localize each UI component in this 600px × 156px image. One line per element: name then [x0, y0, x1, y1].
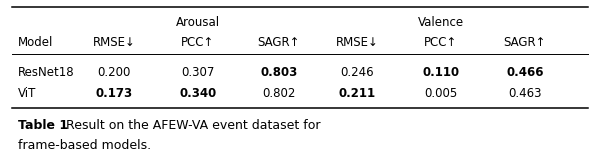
Text: SAGR↑: SAGR↑	[258, 36, 300, 49]
Text: Valence: Valence	[418, 16, 464, 29]
Text: 0.803: 0.803	[260, 66, 298, 79]
Text: PCC↑: PCC↑	[424, 36, 458, 49]
Text: Table 1: Table 1	[18, 119, 68, 132]
Text: Arousal: Arousal	[176, 16, 220, 29]
Text: 0.005: 0.005	[424, 87, 458, 100]
Text: 0.246: 0.246	[340, 66, 374, 79]
Text: frame-based models.: frame-based models.	[18, 139, 151, 152]
Text: 0.340: 0.340	[179, 87, 217, 100]
Text: ResNet18: ResNet18	[18, 66, 74, 79]
Text: 0.110: 0.110	[422, 66, 460, 79]
Text: 0.211: 0.211	[338, 87, 376, 100]
Text: ViT: ViT	[18, 87, 37, 100]
Text: 0.466: 0.466	[506, 66, 544, 79]
Text: 0.173: 0.173	[95, 87, 133, 100]
Text: SAGR↑: SAGR↑	[504, 36, 546, 49]
Text: RMSE↓: RMSE↓	[335, 36, 379, 49]
Text: 0.200: 0.200	[97, 66, 131, 79]
Text: RMSE↓: RMSE↓	[92, 36, 136, 49]
Text: PCC↑: PCC↑	[181, 36, 215, 49]
Text: Model: Model	[18, 36, 53, 49]
Text: Result on the AFEW-VA event dataset for: Result on the AFEW-VA event dataset for	[62, 119, 320, 132]
Text: 0.802: 0.802	[262, 87, 296, 100]
Text: 0.307: 0.307	[181, 66, 215, 79]
Text: 0.463: 0.463	[508, 87, 542, 100]
